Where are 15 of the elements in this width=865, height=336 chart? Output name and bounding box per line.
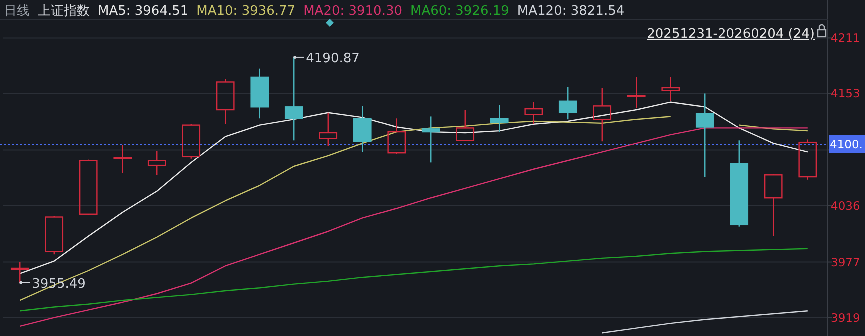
text: MA120: 3821.54 xyxy=(517,4,625,19)
text: MA10: 3936.77 xyxy=(196,4,296,19)
text: MA5: 3964.51 xyxy=(98,4,189,19)
y-tick-label: 4036 xyxy=(831,198,860,213)
annotation: 20251231-20260204 (24) xyxy=(647,27,815,42)
ref-line-label: 4100. xyxy=(830,137,863,152)
y-tick-label: 4153 xyxy=(831,86,860,101)
text: 日线 xyxy=(4,4,30,19)
annotation: 4190.87 xyxy=(306,51,360,66)
chart-title: 上证指数 xyxy=(38,4,90,19)
y-tick-label: 3919 xyxy=(831,310,860,325)
text: MA60: 3926.19 xyxy=(410,4,510,19)
y-tick-label: 4211 xyxy=(831,31,860,46)
text: MA20: 3910.30 xyxy=(304,4,402,19)
y-tick-label: 3977 xyxy=(831,255,860,270)
